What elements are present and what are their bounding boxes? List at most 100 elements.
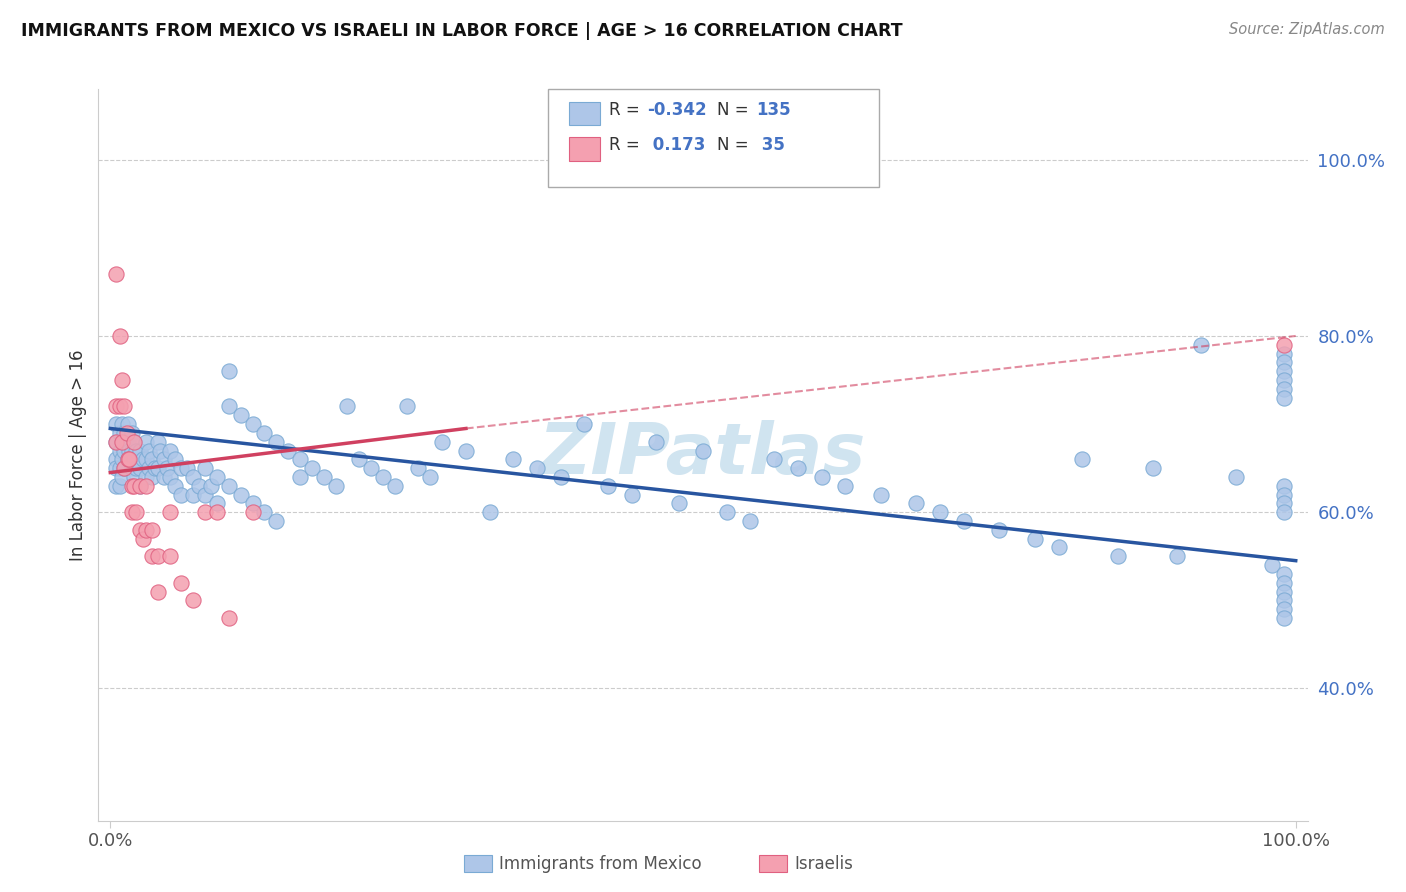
Point — [121, 461, 143, 475]
Point — [125, 505, 148, 519]
Point — [1261, 558, 1284, 572]
Point — [1272, 505, 1295, 519]
Text: IMMIGRANTS FROM MEXICO VS ISRAELI IN LABOR FORCE | AGE > 16 CORRELATION CHART: IMMIGRANTS FROM MEXICO VS ISRAELI IN LAB… — [21, 22, 903, 40]
Point — [108, 461, 131, 475]
Point — [988, 523, 1011, 537]
Point — [502, 452, 524, 467]
Point — [1272, 346, 1295, 360]
Point — [117, 452, 139, 467]
Point — [114, 461, 136, 475]
Point — [1107, 549, 1129, 564]
Point — [135, 479, 157, 493]
Point — [1272, 373, 1295, 387]
Point — [108, 443, 131, 458]
Point — [218, 479, 240, 493]
Point — [277, 443, 299, 458]
Point — [312, 470, 335, 484]
Point — [668, 496, 690, 510]
Point — [1272, 575, 1295, 590]
Text: ZIPatlas: ZIPatlas — [540, 420, 866, 490]
Point — [288, 452, 311, 467]
Point — [125, 461, 148, 475]
Point — [181, 593, 204, 607]
Point — [1225, 470, 1247, 484]
Point — [1071, 452, 1094, 467]
Point — [692, 443, 714, 458]
Point — [1142, 461, 1164, 475]
Point — [181, 470, 204, 484]
Point — [170, 461, 193, 475]
Point — [1272, 338, 1295, 352]
Point — [138, 461, 160, 475]
Point — [347, 452, 370, 467]
Point — [138, 443, 160, 458]
Point — [1272, 487, 1295, 501]
Point — [336, 400, 359, 414]
Point — [200, 479, 222, 493]
Point — [118, 443, 141, 458]
Text: N =: N = — [717, 101, 754, 119]
Point — [218, 364, 240, 378]
Point — [229, 409, 252, 423]
Point — [105, 267, 128, 281]
Text: 0.173: 0.173 — [647, 136, 706, 154]
Point — [360, 461, 382, 475]
Point — [1272, 364, 1295, 378]
Text: 135: 135 — [756, 101, 792, 119]
Point — [716, 505, 738, 519]
Point — [205, 505, 228, 519]
Point — [454, 443, 477, 458]
Point — [121, 425, 143, 440]
Point — [114, 461, 136, 475]
Point — [122, 470, 145, 484]
Point — [122, 479, 145, 493]
Point — [395, 400, 418, 414]
Point — [194, 505, 217, 519]
Point — [156, 461, 179, 475]
Point — [301, 461, 323, 475]
Point — [810, 470, 832, 484]
Point — [432, 434, 454, 449]
Point — [129, 479, 152, 493]
Point — [869, 487, 891, 501]
Point — [1272, 382, 1295, 396]
Point — [242, 496, 264, 510]
Point — [1272, 593, 1295, 607]
Point — [152, 452, 174, 467]
Text: -0.342: -0.342 — [647, 101, 706, 119]
Point — [143, 461, 166, 475]
Point — [242, 417, 264, 431]
Point — [105, 417, 128, 431]
Point — [135, 434, 157, 449]
Point — [111, 434, 134, 449]
Point — [121, 443, 143, 458]
Point — [1024, 532, 1046, 546]
Point — [115, 434, 138, 449]
Point — [194, 461, 217, 475]
Point — [121, 479, 143, 493]
Point — [146, 584, 169, 599]
Point — [152, 470, 174, 484]
Point — [108, 479, 131, 493]
Point — [132, 532, 155, 546]
Point — [644, 434, 666, 449]
Point — [114, 425, 136, 440]
Point — [122, 434, 145, 449]
Point — [229, 487, 252, 501]
Point — [108, 400, 131, 414]
Point — [218, 611, 240, 625]
Point — [1272, 611, 1295, 625]
Point — [176, 461, 198, 475]
Point — [253, 505, 276, 519]
Point — [478, 505, 501, 519]
Point — [905, 496, 928, 510]
Point — [371, 470, 394, 484]
Point — [105, 434, 128, 449]
Point — [146, 461, 169, 475]
Point — [218, 400, 240, 414]
Point — [111, 373, 134, 387]
Point — [834, 479, 856, 493]
Point — [929, 505, 952, 519]
Text: Source: ZipAtlas.com: Source: ZipAtlas.com — [1229, 22, 1385, 37]
Text: Israelis: Israelis — [794, 855, 853, 872]
